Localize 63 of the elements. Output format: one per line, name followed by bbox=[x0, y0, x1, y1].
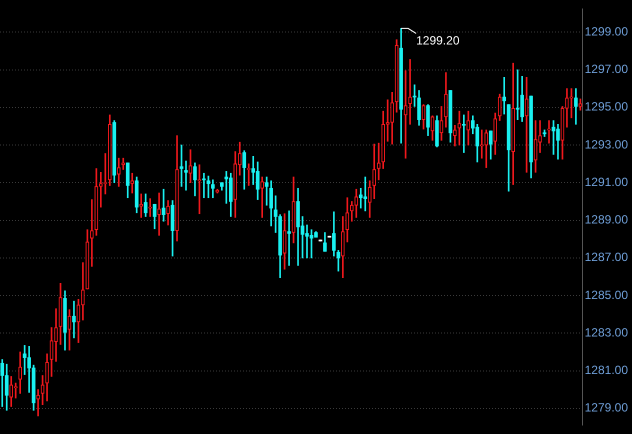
candlestick bbox=[50, 327, 54, 377]
candlestick bbox=[58, 282, 62, 345]
candlestick bbox=[466, 110, 470, 146]
candlestick bbox=[372, 144, 376, 199]
candlestick bbox=[99, 172, 103, 208]
candlestick bbox=[458, 110, 462, 146]
candlestick bbox=[511, 62, 515, 185]
candlestick bbox=[570, 88, 574, 118]
y-tick-label: 1281.00 bbox=[584, 363, 628, 378]
y-tick-label: 1283.00 bbox=[584, 325, 628, 340]
candlestick bbox=[408, 59, 412, 125]
candlestick bbox=[81, 262, 85, 320]
candlestick bbox=[72, 300, 76, 338]
candlestick bbox=[440, 106, 444, 141]
candlestick bbox=[130, 172, 134, 194]
candlestick bbox=[547, 120, 551, 144]
candlestick bbox=[40, 375, 44, 405]
candlestick bbox=[480, 130, 484, 159]
candlestick bbox=[9, 376, 14, 407]
candlestick bbox=[68, 309, 72, 350]
candlestick bbox=[430, 116, 434, 141]
candlestick bbox=[198, 164, 202, 214]
candlestick bbox=[404, 70, 408, 159]
candlestick bbox=[390, 92, 394, 144]
y-tick-label: 1299.00 bbox=[584, 24, 628, 38]
candlestick bbox=[578, 98, 582, 111]
candlestick bbox=[444, 72, 448, 128]
candlestick bbox=[76, 298, 80, 343]
y-tick-label: 1291.00 bbox=[584, 174, 628, 189]
candlestick bbox=[148, 198, 152, 217]
annotation: 1299.20 bbox=[416, 34, 460, 48]
candlestick bbox=[376, 142, 381, 180]
candlestick bbox=[94, 168, 98, 236]
candlestick bbox=[45, 354, 49, 402]
candlestick bbox=[287, 210, 291, 266]
candlestick bbox=[292, 176, 296, 244]
y-tick-label: 1297.00 bbox=[584, 62, 628, 76]
y-tick-label: 1289.00 bbox=[584, 212, 628, 227]
candlestick bbox=[341, 216, 345, 278]
y-tick-label: 1293.00 bbox=[584, 137, 628, 152]
candlestick bbox=[542, 130, 546, 137]
y-tick-label: 1285.00 bbox=[584, 288, 628, 302]
candlestick bbox=[381, 110, 386, 169]
candlestick bbox=[188, 149, 192, 183]
candlestick bbox=[534, 120, 538, 173]
candlestick bbox=[422, 104, 426, 130]
candlestick bbox=[36, 389, 40, 416]
candlestick bbox=[453, 124, 457, 146]
candlestick bbox=[233, 151, 238, 218]
candlestick bbox=[498, 94, 502, 121]
candlestick bbox=[175, 135, 179, 242]
candlestick bbox=[108, 114, 112, 186]
y-tick-label: 1287.00 bbox=[584, 250, 628, 264]
candlestick bbox=[484, 130, 488, 168]
candlestick bbox=[86, 229, 90, 290]
candlestick bbox=[246, 164, 251, 186]
y-tick-label: 1295.00 bbox=[584, 100, 628, 114]
candlestick bbox=[394, 39, 398, 112]
candlestick bbox=[18, 352, 22, 394]
candlestick bbox=[157, 192, 161, 236]
candlestick bbox=[54, 308, 58, 362]
candlestick bbox=[166, 200, 170, 226]
y-tick-label: 1279.00 bbox=[584, 400, 628, 415]
